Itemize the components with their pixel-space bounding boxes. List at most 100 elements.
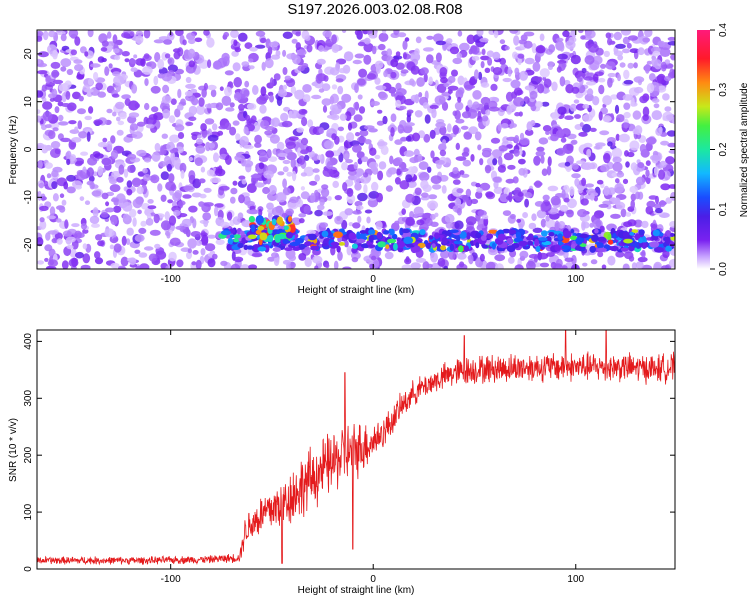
spectrogram-speckle xyxy=(307,119,314,128)
spectrogram-patch-blob xyxy=(257,226,265,231)
spectrogram-speckle xyxy=(225,107,235,112)
spectrogram-speckle xyxy=(166,163,172,172)
spectrogram-speckle xyxy=(109,184,121,193)
spectrogram-speckle xyxy=(359,175,371,184)
spectrogram-speckle xyxy=(584,30,596,39)
spectrogram-speckle xyxy=(196,104,206,115)
spectrogram-speckle xyxy=(423,73,428,83)
spectrogram-speckle xyxy=(622,48,631,54)
spectrogram-speckle xyxy=(634,125,643,136)
spectrogram-line-blob xyxy=(393,243,398,251)
spectrogram-speckle xyxy=(298,253,307,261)
spectrogram-speckle xyxy=(416,219,425,226)
spectrogram-speckle xyxy=(497,156,503,167)
spectrogram-speckle xyxy=(629,140,640,151)
spectrogram-speckle xyxy=(554,220,560,231)
spectrogram-speckle xyxy=(494,263,504,269)
spectrogram-speckle xyxy=(357,215,362,224)
spectrogram-speckle xyxy=(559,43,565,52)
spectrogram-speckle xyxy=(254,182,265,188)
spectrogram-speckle xyxy=(37,62,48,68)
spectrogram-speckle xyxy=(122,213,130,222)
spectrogram-speckle xyxy=(359,129,369,137)
spectrogram-speckle xyxy=(306,44,313,53)
spectrogram-speckle xyxy=(314,265,319,269)
spectrogram-patch-blob xyxy=(250,224,256,233)
spectrogram-speckle xyxy=(551,81,558,92)
spectrogram-speckle xyxy=(249,209,259,215)
y-tick-label: 100 xyxy=(23,503,34,520)
spectrogram-speckle xyxy=(101,192,109,200)
spectrogram-speckle xyxy=(404,257,412,265)
spectrogram-speckle xyxy=(369,147,377,156)
spectrogram-speckle xyxy=(646,200,656,208)
spectrogram-speckle xyxy=(217,130,224,136)
spectrogram-speckle xyxy=(565,40,576,50)
spectrogram-speckle xyxy=(250,115,257,124)
spectrogram-speckle xyxy=(351,257,359,263)
spectrogram-speckle xyxy=(37,159,43,169)
spectrogram-speckle xyxy=(354,83,359,94)
spectrogram-speckle xyxy=(54,106,60,114)
spectrogram-speckle xyxy=(225,155,232,165)
spectrogram-speckle xyxy=(212,253,218,260)
spectrogram-speckle xyxy=(657,40,665,47)
spectrogram-speckle xyxy=(82,253,91,264)
spectrogram-speckle xyxy=(55,30,63,33)
spectrogram-speckle xyxy=(378,32,389,42)
spectrogram-line-blob xyxy=(535,245,541,253)
spectrogram-speckle xyxy=(348,222,354,227)
spectrogram-speckle xyxy=(653,261,662,269)
spectrogram-speckle xyxy=(581,67,587,74)
spectrogram-speckle xyxy=(491,149,503,159)
spectrogram-speckle xyxy=(646,60,653,65)
spectrogram-speckle xyxy=(507,66,512,77)
spectrogram-speckle xyxy=(502,210,512,217)
spectrogram-speckle xyxy=(493,180,499,189)
spectrogram-speckle xyxy=(179,162,187,173)
spectrogram-speckle xyxy=(93,71,99,81)
spectrogram-speckle xyxy=(136,186,144,195)
snr-y-axis-title: SNR (10 * v/v) xyxy=(8,418,19,482)
spectrogram-speckle xyxy=(560,137,567,143)
spectrogram-speckle xyxy=(657,169,666,180)
spectrogram-speckle xyxy=(296,127,305,133)
spectrogram-speckle xyxy=(101,40,109,47)
spectrogram-line-blob xyxy=(434,232,440,240)
spectrogram-speckle xyxy=(200,248,206,256)
spectrogram-speckle xyxy=(316,154,323,161)
spectrogram-speckle xyxy=(490,83,498,91)
spectrogram-speckle xyxy=(447,85,459,91)
spectrogram-line-blob xyxy=(620,247,629,252)
spectrogram-speckle xyxy=(546,165,552,176)
snr-ticks: -100 0 100 0 100 200 300 400 xyxy=(23,330,675,585)
spectrogram-speckle xyxy=(61,260,69,269)
spectrogram-speckle xyxy=(262,186,270,195)
spectrogram-line-blob xyxy=(579,243,587,248)
spectrogram-speckle xyxy=(627,35,639,41)
spectrogram-speckle xyxy=(342,182,348,192)
spectrogram-speckle xyxy=(492,67,503,75)
spectrogram-line-blob xyxy=(497,247,504,252)
spectrogram-speckle xyxy=(410,94,419,102)
spectrogram-speckle xyxy=(666,130,675,137)
spectrogram-speckle xyxy=(271,206,282,217)
spectrogram-speckle xyxy=(368,33,378,39)
spectrogram-speckle xyxy=(484,67,491,74)
spectrogram-speckle xyxy=(127,165,136,173)
spectrogram-speckle xyxy=(452,167,459,174)
spectrogram-speckle xyxy=(110,135,116,144)
spectrogram-speckle xyxy=(226,211,233,221)
spectrogram-speckle xyxy=(556,66,562,73)
spectrogram-speckle xyxy=(381,30,387,34)
spectrogram-speckle xyxy=(116,129,124,136)
spectrogram-line-blob xyxy=(557,233,563,241)
spectrogram-speckle xyxy=(66,68,74,76)
spectrogram-speckle xyxy=(298,108,308,115)
spectrogram-speckle xyxy=(113,205,122,213)
y-tick-label: 400 xyxy=(23,333,34,350)
spectrogram-speckle xyxy=(644,63,650,74)
spectrogram-speckle xyxy=(669,68,675,79)
spectrogram-speckle xyxy=(326,161,333,170)
spectrogram-speckle xyxy=(288,136,299,142)
